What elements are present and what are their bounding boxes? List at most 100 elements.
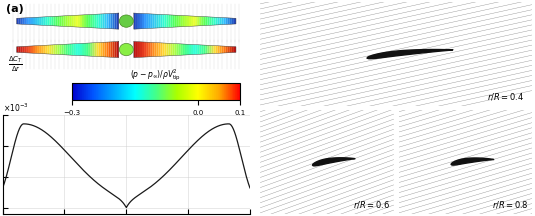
Polygon shape [49, 16, 51, 26]
Polygon shape [66, 44, 68, 55]
Polygon shape [208, 17, 209, 25]
Polygon shape [98, 42, 101, 57]
Polygon shape [59, 16, 62, 26]
Polygon shape [39, 17, 41, 25]
Polygon shape [185, 44, 187, 55]
Polygon shape [45, 17, 47, 25]
Polygon shape [218, 46, 220, 53]
Polygon shape [150, 42, 152, 57]
Polygon shape [205, 17, 208, 25]
Polygon shape [41, 45, 43, 54]
Polygon shape [154, 14, 156, 28]
Polygon shape [144, 14, 146, 29]
Polygon shape [156, 43, 158, 56]
Polygon shape [195, 16, 197, 26]
Polygon shape [104, 14, 106, 29]
Polygon shape [39, 46, 41, 54]
Polygon shape [113, 13, 114, 29]
Polygon shape [25, 18, 27, 24]
Polygon shape [169, 43, 171, 56]
Polygon shape [179, 15, 181, 27]
Polygon shape [101, 14, 102, 28]
Polygon shape [218, 17, 220, 25]
Polygon shape [224, 46, 226, 53]
Polygon shape [88, 43, 90, 56]
Polygon shape [35, 17, 37, 25]
Polygon shape [234, 47, 236, 52]
Polygon shape [195, 45, 197, 54]
Polygon shape [171, 15, 173, 27]
Polygon shape [64, 44, 66, 55]
Polygon shape [111, 42, 113, 57]
Polygon shape [96, 14, 98, 28]
Polygon shape [19, 18, 21, 24]
Polygon shape [211, 17, 213, 25]
Polygon shape [228, 18, 230, 24]
Text: $\times 10^{-3}$: $\times 10^{-3}$ [3, 101, 28, 114]
Polygon shape [47, 45, 49, 54]
Polygon shape [62, 44, 64, 55]
Polygon shape [199, 16, 201, 26]
Polygon shape [37, 17, 39, 25]
Polygon shape [201, 16, 203, 26]
Polygon shape [56, 16, 57, 26]
Polygon shape [82, 43, 84, 56]
Polygon shape [86, 15, 88, 28]
Polygon shape [146, 42, 148, 57]
Polygon shape [31, 46, 33, 53]
Polygon shape [150, 14, 152, 28]
Polygon shape [152, 42, 154, 57]
Polygon shape [312, 158, 355, 166]
Text: $r/R = 0.8$: $r/R = 0.8$ [492, 199, 529, 210]
Polygon shape [148, 42, 150, 57]
Polygon shape [33, 17, 35, 25]
Polygon shape [183, 44, 185, 55]
Polygon shape [183, 16, 185, 27]
Polygon shape [104, 42, 106, 57]
Polygon shape [140, 13, 142, 29]
Polygon shape [181, 44, 183, 55]
Polygon shape [138, 13, 140, 29]
Polygon shape [25, 46, 27, 53]
Polygon shape [29, 17, 31, 25]
Polygon shape [221, 46, 224, 53]
Polygon shape [164, 15, 166, 28]
Polygon shape [111, 13, 113, 29]
Polygon shape [17, 47, 19, 52]
Polygon shape [220, 46, 221, 53]
Polygon shape [37, 46, 39, 54]
Polygon shape [228, 46, 230, 53]
Polygon shape [54, 45, 56, 54]
Polygon shape [27, 18, 29, 25]
Polygon shape [49, 45, 51, 54]
Polygon shape [144, 42, 146, 57]
Polygon shape [220, 17, 221, 25]
Polygon shape [90, 14, 92, 28]
Polygon shape [160, 14, 163, 28]
Circle shape [119, 15, 133, 27]
Polygon shape [101, 42, 102, 57]
Polygon shape [43, 17, 45, 25]
Polygon shape [177, 15, 179, 27]
Polygon shape [209, 45, 211, 54]
Polygon shape [138, 42, 140, 57]
Polygon shape [164, 43, 166, 56]
Polygon shape [189, 44, 191, 55]
Polygon shape [78, 15, 80, 27]
Polygon shape [232, 18, 234, 24]
Polygon shape [43, 45, 45, 54]
Polygon shape [92, 14, 94, 28]
Polygon shape [76, 44, 78, 56]
Polygon shape [173, 43, 175, 56]
Polygon shape [201, 45, 203, 54]
Polygon shape [84, 15, 86, 27]
Polygon shape [191, 44, 193, 55]
Polygon shape [179, 44, 181, 55]
Text: $\frac{\Delta C_T}{\Delta r}$: $\frac{\Delta C_T}{\Delta r}$ [8, 55, 22, 75]
Polygon shape [76, 15, 78, 27]
Polygon shape [56, 45, 57, 54]
Polygon shape [173, 15, 175, 27]
Polygon shape [80, 43, 82, 56]
Polygon shape [62, 16, 64, 26]
Polygon shape [82, 15, 84, 27]
